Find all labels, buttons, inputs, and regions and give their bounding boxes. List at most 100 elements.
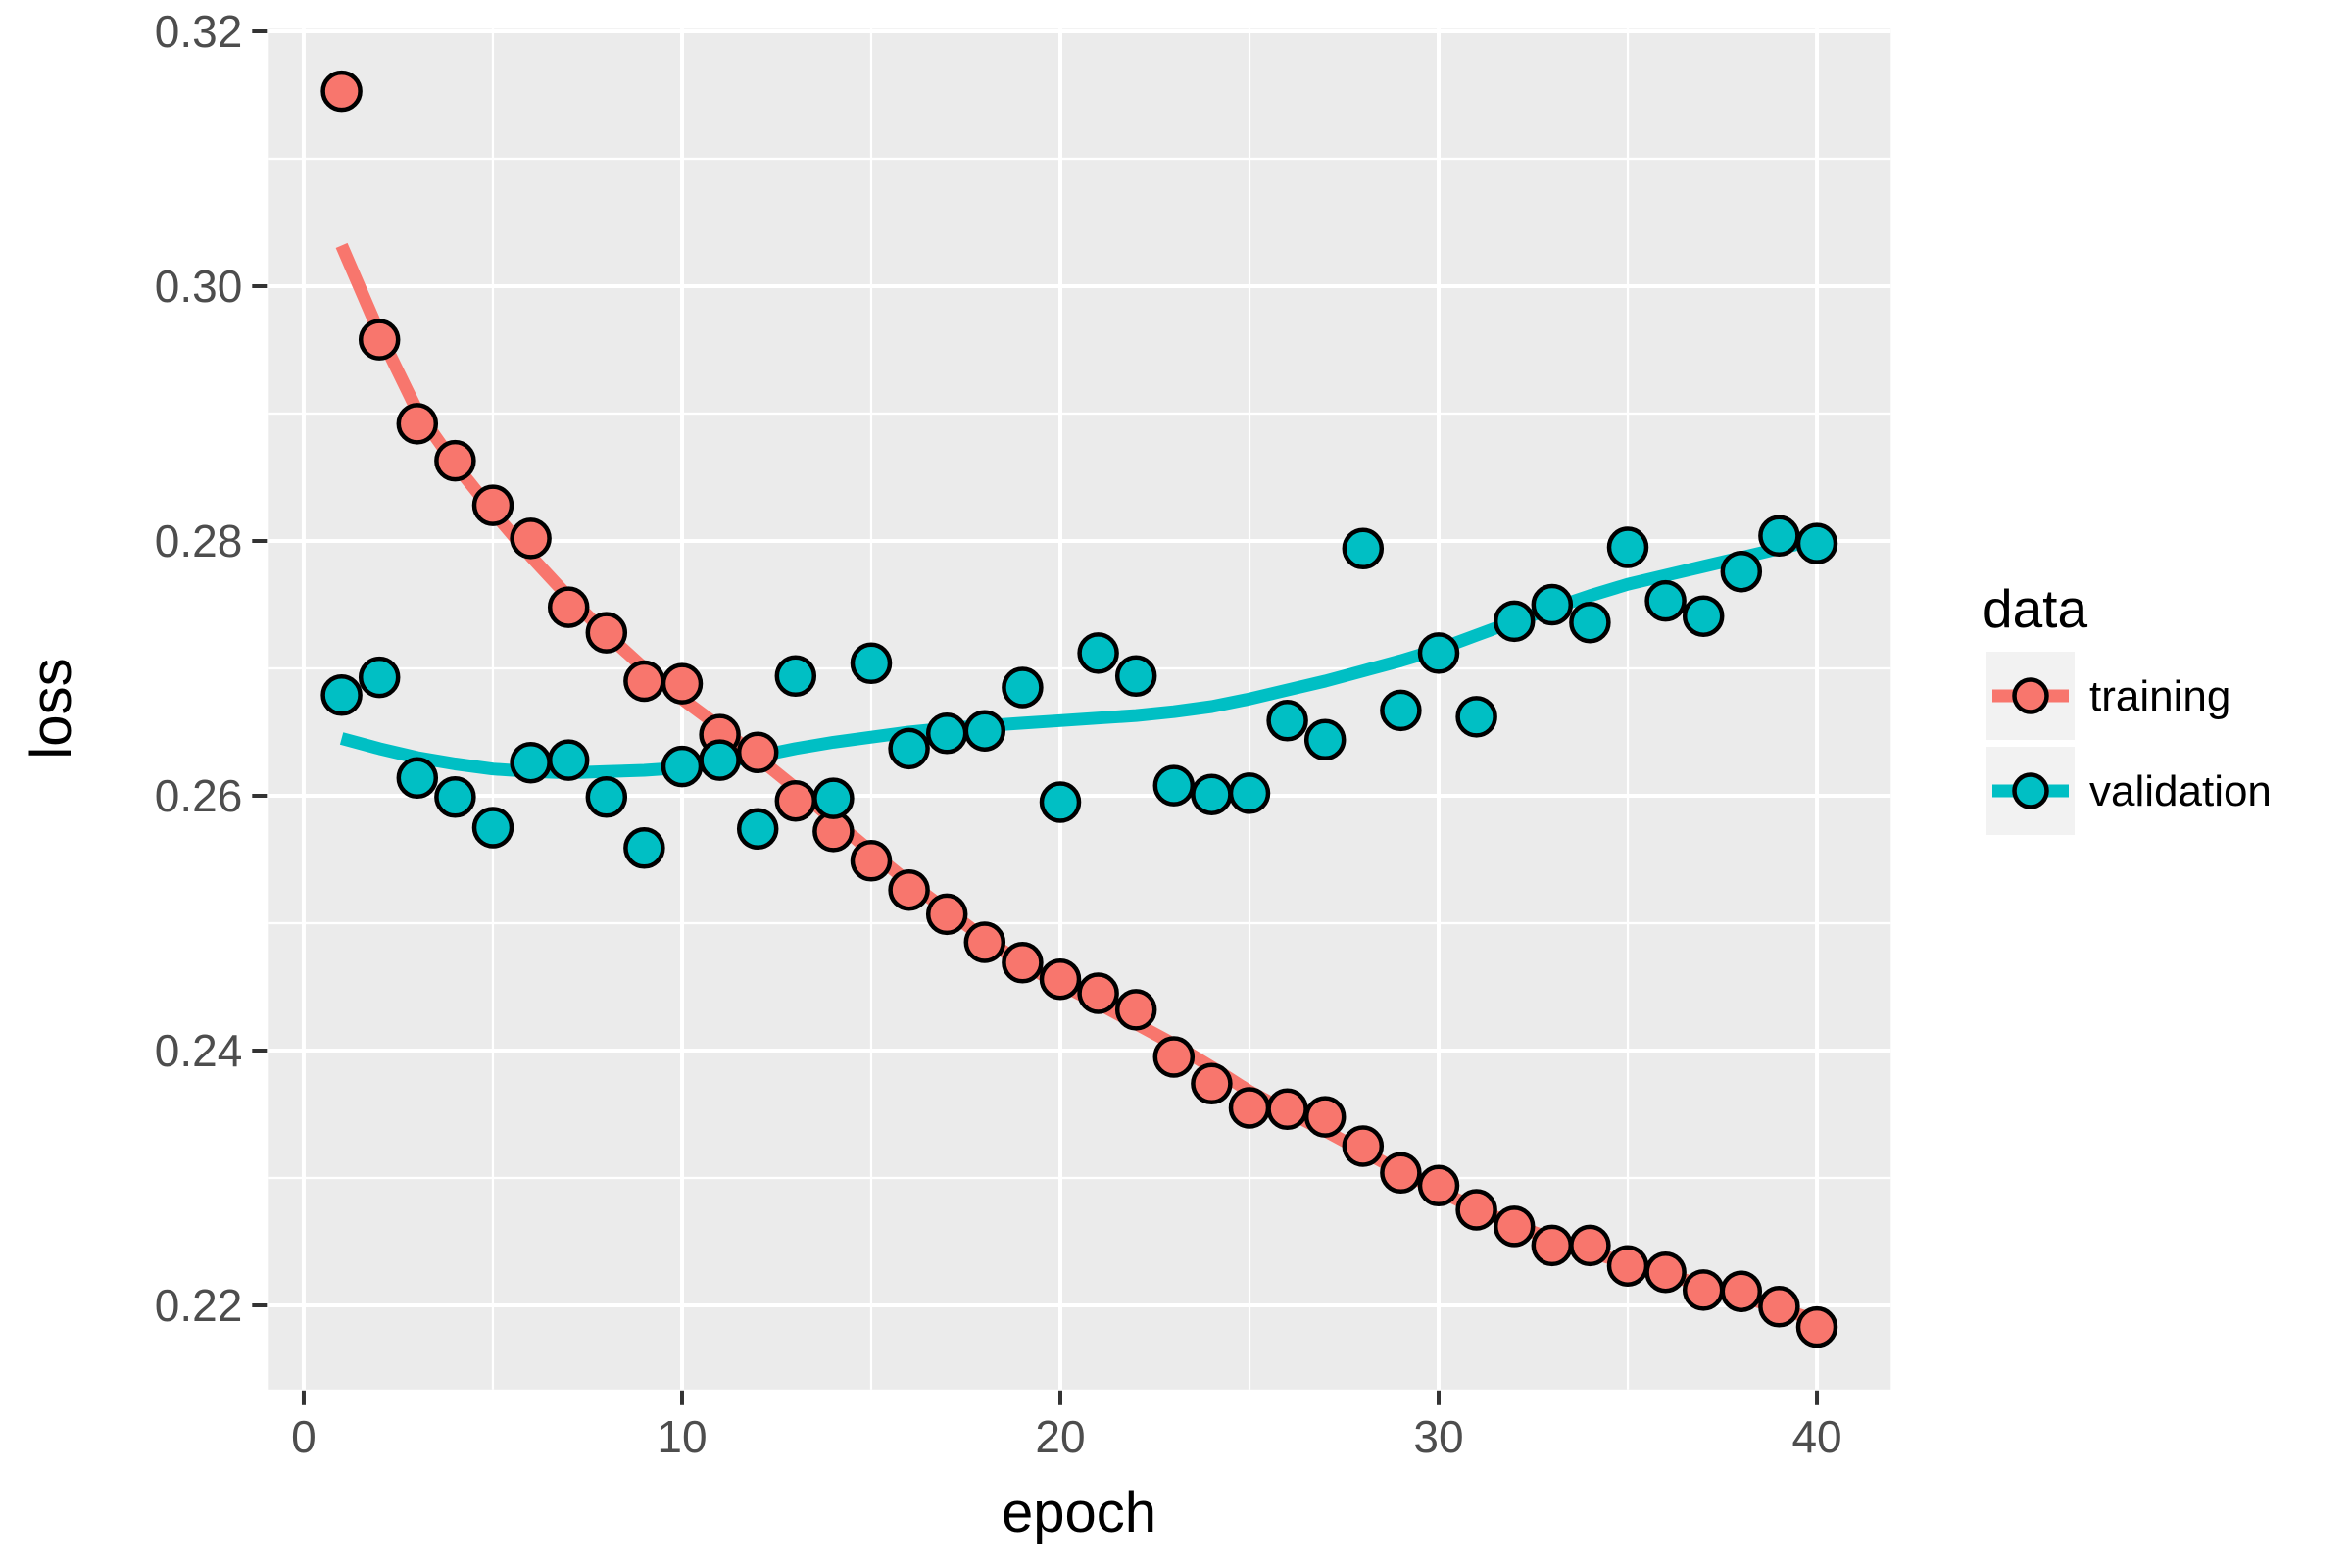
validation-point: [699, 739, 741, 781]
plot-panel: [268, 28, 1891, 1390]
validation-point: [888, 727, 930, 770]
validation-point: [1228, 772, 1271, 814]
legend-title: data: [1983, 578, 2087, 639]
validation-point: [1002, 666, 1044, 709]
validation-point: [623, 827, 665, 869]
y-tick-label: 0.26: [155, 770, 243, 821]
training-point: [1191, 1062, 1233, 1105]
validation-point: [1795, 522, 1838, 564]
validation-point: [547, 739, 590, 781]
validation-point: [1606, 526, 1649, 568]
validation-point: [471, 807, 514, 849]
validation-point: [1303, 718, 1347, 761]
training-point: [1455, 1189, 1497, 1231]
legend-point-icon: [2012, 772, 2049, 809]
training-point: [1077, 972, 1119, 1014]
training-point: [585, 612, 628, 654]
training-point: [1795, 1305, 1838, 1348]
validation-point: [1077, 632, 1119, 674]
x-tick-label: 10: [657, 1411, 707, 1462]
validation-point: [1531, 583, 1574, 626]
validation-point: [1039, 781, 1082, 823]
training-point: [1569, 1224, 1611, 1267]
training-point: [623, 660, 665, 703]
training-point: [1342, 1125, 1385, 1167]
y-tick-label: 0.30: [155, 261, 243, 312]
legend-point-icon: [2012, 677, 2049, 714]
validation-point: [434, 776, 476, 818]
legend: data training validation: [1983, 578, 2272, 835]
validation-point: [1644, 579, 1687, 622]
training-point: [1303, 1096, 1347, 1138]
y-tick-label: 0.28: [155, 515, 243, 566]
training-point: [320, 70, 363, 113]
training-point: [1114, 989, 1157, 1031]
training-point: [1720, 1270, 1763, 1312]
training-point: [888, 868, 930, 911]
x-tick-label: 0: [291, 1411, 317, 1462]
legend-label-validation: validation: [2089, 767, 2272, 815]
legend-entry-validation: validation: [1986, 747, 2272, 835]
training-point: [925, 893, 968, 936]
validation-point: [396, 757, 439, 800]
training-point: [1039, 957, 1082, 1001]
y-tick-label: 0.22: [155, 1280, 243, 1331]
validation-point: [1455, 696, 1497, 738]
validation-point: [963, 710, 1006, 752]
axes: 0 10 20 30 40 0.22 0.24 0.26 0.28 0.30 0.32: [155, 6, 1842, 1462]
training-point: [510, 517, 552, 560]
training-point: [1152, 1036, 1196, 1078]
validation-point: [1758, 514, 1800, 558]
training-point: [963, 921, 1006, 963]
y-tick-label: 0.24: [155, 1025, 243, 1076]
training-point: [547, 586, 590, 628]
training-point: [850, 840, 893, 882]
validation-point: [812, 777, 855, 819]
x-axis-title: epoch: [1002, 1481, 1156, 1544]
x-tick-label: 30: [1413, 1411, 1463, 1462]
validation-point: [1342, 527, 1385, 570]
panel-background: [268, 28, 1891, 1390]
training-point: [1606, 1245, 1649, 1287]
validation-point: [736, 808, 779, 851]
training-point: [1002, 942, 1044, 984]
training-point: [1493, 1205, 1536, 1248]
validation-point: [1682, 595, 1725, 637]
training-point: [1266, 1088, 1308, 1131]
data-points: [320, 70, 1838, 1348]
training-point: [1758, 1286, 1800, 1328]
legend-label-training: training: [2089, 672, 2230, 720]
validation-point: [320, 674, 363, 716]
x-tick-label: 40: [1791, 1411, 1841, 1462]
legend-entry-training: training: [1986, 652, 2230, 740]
training-point: [1417, 1164, 1460, 1207]
validation-point: [358, 656, 401, 699]
training-point: [1228, 1087, 1271, 1129]
validation-point: [850, 642, 893, 685]
training-point: [471, 484, 514, 526]
training-point: [774, 779, 817, 822]
validation-point: [661, 745, 704, 788]
validation-point: [1266, 700, 1308, 742]
validation-point: [1380, 689, 1422, 732]
training-point: [1531, 1224, 1574, 1267]
training-point: [736, 731, 779, 774]
training-point: [661, 662, 704, 705]
x-tick-label: 20: [1035, 1411, 1085, 1462]
validation-point: [1569, 601, 1611, 644]
validation-point: [1417, 632, 1460, 674]
validation-point: [1493, 600, 1536, 643]
validation-point: [1152, 764, 1196, 807]
y-axis-title: loss: [20, 658, 83, 759]
validation-point: [1191, 773, 1233, 815]
validation-point: [925, 712, 968, 755]
training-point: [1644, 1250, 1687, 1294]
validation-point: [510, 741, 552, 784]
training-point: [1682, 1269, 1725, 1311]
training-point: [396, 403, 439, 445]
training-point: [358, 318, 401, 361]
y-tick-label: 0.32: [155, 6, 243, 57]
validation-point: [1720, 550, 1763, 593]
